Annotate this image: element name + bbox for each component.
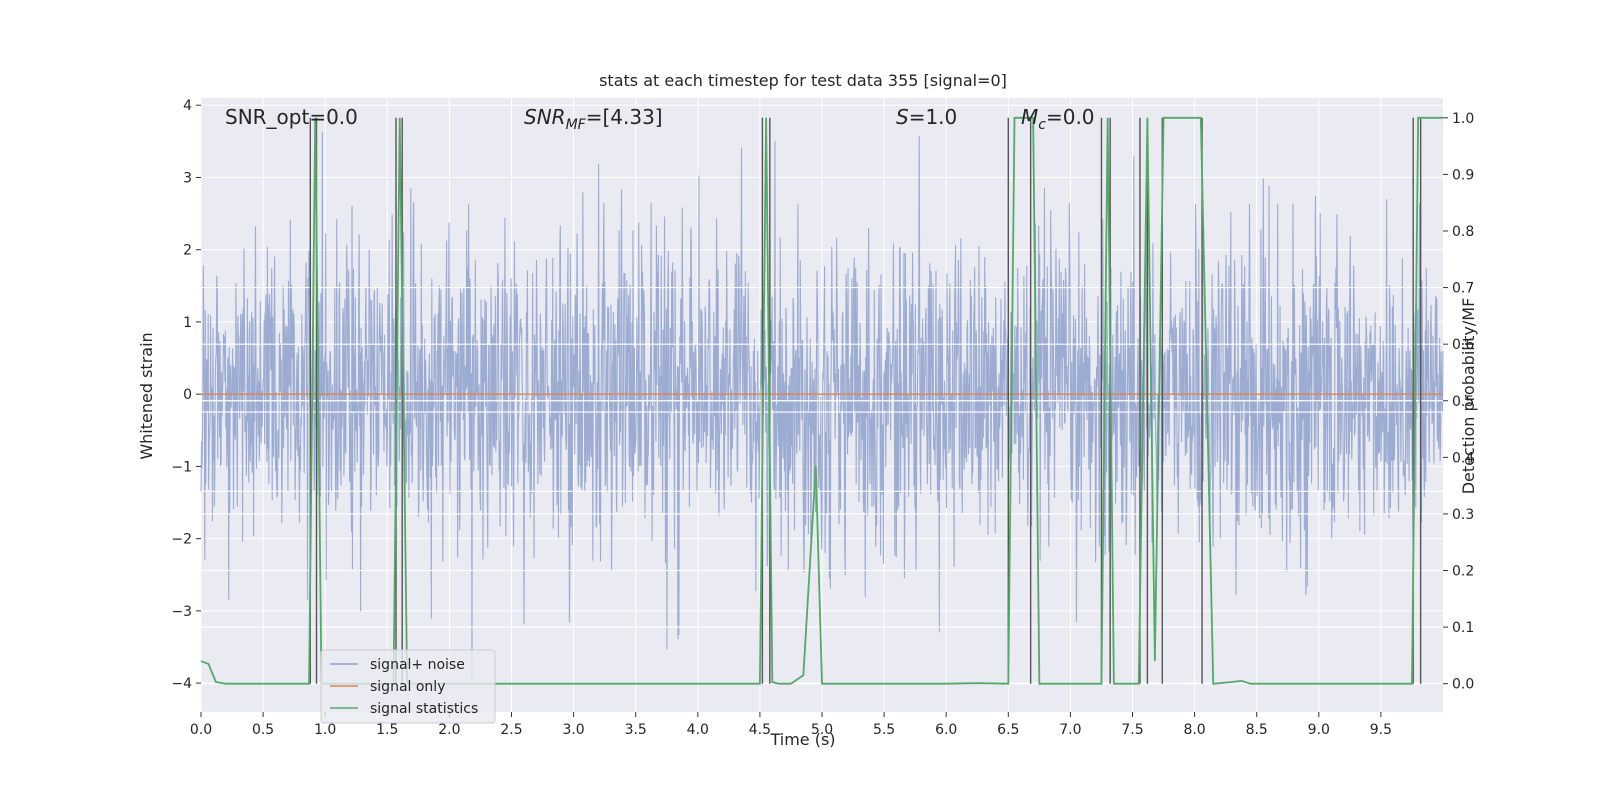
legend: signal+ noise signal only signal statist… — [320, 649, 496, 724]
y-left-tick-label: 0 — [183, 387, 192, 403]
x-tick-label: 4.0 — [687, 722, 709, 738]
x-tick-label: 5.0 — [811, 722, 833, 738]
y-right-tick-label: 0.7 — [1452, 281, 1474, 297]
y-left-ticks: −4 −3 −2 −1 0 1 2 3 4 — [171, 98, 201, 692]
snr-mf-annotation: SNRMF=[4.33] — [524, 105, 663, 133]
y-left-tick-label: 3 — [183, 170, 192, 186]
x-tick-label: 5.5 — [873, 722, 895, 738]
y-right-tick-label: 0.3 — [1452, 507, 1474, 523]
x-tick-label: 1.0 — [314, 722, 336, 738]
y-right-tick-label: 0.1 — [1452, 620, 1474, 636]
snr-mf-base: SNR — [524, 105, 566, 129]
y-left-tick-label: 1 — [183, 315, 192, 331]
x-tick-label: 4.5 — [749, 722, 771, 738]
legend-label-noise: signal+ noise — [370, 657, 465, 673]
x-tick-label: 6.0 — [935, 722, 957, 738]
x-axis-label: Time (s) — [769, 730, 835, 749]
x-tick-label: 9.5 — [1370, 722, 1392, 738]
y-right-tick-label: 0.0 — [1452, 677, 1474, 693]
y-left-tick-label: 4 — [183, 98, 192, 114]
x-tick-label: 9.0 — [1308, 722, 1330, 738]
noise-line — [200, 131, 1444, 681]
x-tick-label: 2.0 — [438, 722, 460, 738]
snr-mf-sub: MF — [566, 117, 587, 133]
y-right-tick-label: 0.6 — [1452, 337, 1474, 353]
x-tick-label: 7.0 — [1059, 722, 1081, 738]
x-tick-label: 8.0 — [1183, 722, 1205, 738]
y-left-tick-label: 2 — [183, 243, 192, 259]
x-tick-label: 2.5 — [500, 722, 522, 738]
legend-label-signal: signal only — [370, 679, 445, 695]
y-left-tick-label: −3 — [171, 604, 192, 620]
y-right-tick-label: 0.5 — [1452, 394, 1474, 410]
x-tick-label: 1.5 — [376, 722, 398, 738]
y-left-tick-label: −4 — [171, 676, 192, 692]
s-base: S — [896, 105, 909, 129]
y-right-axis-label: Detection probability/MF — [1459, 298, 1478, 495]
chart-title: stats at each timestep for test data 355… — [599, 71, 1007, 90]
x-tick-label: 3.5 — [625, 722, 647, 738]
y-right-tick-label: 0.4 — [1452, 450, 1474, 466]
legend-label-stats: signal statistics — [370, 701, 478, 717]
s-value: =1.0 — [909, 105, 958, 129]
y-left-tick-label: −1 — [171, 459, 192, 475]
y-right-ticks: 0.0 0.1 0.2 0.3 0.4 0.5 0.6 0.7 0.8 0.9 1.0 — [1443, 111, 1474, 693]
x-ticks: 0.0 0.5 1.0 1.5 2.0 2.5 3.0 3.5 4.0 4.5 5.0 5.5 6.0 6… — [190, 712, 1392, 738]
x-tick-label: 8.5 — [1246, 722, 1268, 738]
s-annotation: S=1.0 — [896, 105, 957, 129]
y-right-tick-label: 1.0 — [1452, 111, 1474, 127]
snr-opt-annotation: SNR_opt=0.0 — [225, 105, 358, 129]
x-tick-label: 0.0 — [190, 722, 212, 738]
y-left-tick-label: −2 — [171, 532, 192, 548]
y-right-tick-label: 0.9 — [1452, 167, 1474, 183]
y-right-tick-label: 0.2 — [1452, 564, 1474, 580]
y-left-axis-label: Whitened strain — [137, 332, 156, 459]
x-tick-label: 0.5 — [252, 722, 274, 738]
noise-series — [200, 131, 1444, 681]
x-tick-label: 3.0 — [562, 722, 584, 738]
x-tick-label: 7.5 — [1121, 722, 1143, 738]
mc-annotation: Mc=0.0 — [1021, 105, 1095, 133]
x-tick-label: 6.5 — [997, 722, 1019, 738]
mc-value: =0.0 — [1046, 105, 1095, 129]
legend-box — [320, 649, 496, 724]
y-right-tick-label: 0.8 — [1452, 224, 1474, 240]
mc-sub: c — [1038, 117, 1046, 133]
mc-base: M — [1021, 105, 1038, 129]
snr-mf-value: =[4.33] — [586, 105, 663, 129]
